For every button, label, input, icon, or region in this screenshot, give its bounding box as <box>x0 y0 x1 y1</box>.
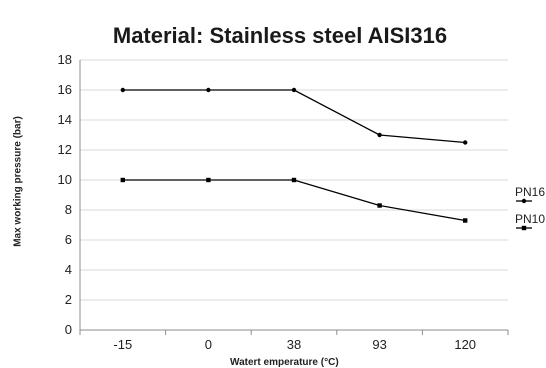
y-tick-label: 10 <box>58 172 72 187</box>
data-point-pn16 <box>120 87 126 93</box>
y-tick-label: 8 <box>65 202 72 217</box>
legend-marker-pn10 <box>521 225 527 231</box>
y-tick-label: 6 <box>65 232 72 247</box>
y-tick-label: 14 <box>58 112 72 127</box>
legend-label-pn16: PN16 <box>515 185 545 199</box>
data-point-pn10 <box>377 203 382 208</box>
x-axis-label: Watert emperature (°C) <box>230 357 339 368</box>
chart-title: Material: Stainless steel AISI316 <box>112 23 448 48</box>
data-point-pn16 <box>206 87 211 93</box>
legend-label-pn10: PN10 <box>515 212 545 226</box>
data-point-pn10 <box>291 177 297 183</box>
y-tick-label: 18 <box>58 52 72 67</box>
data-point-pn16 <box>377 132 382 138</box>
y-tick-label: 0 <box>65 322 72 337</box>
x-tick-label: 93 <box>372 337 386 352</box>
y-tick-label: 2 <box>65 292 72 307</box>
x-tick-label: 0 <box>205 337 212 352</box>
data-point-pn10 <box>206 177 211 183</box>
x-tick-label: 120 <box>454 337 476 352</box>
data-point-pn16 <box>463 140 468 145</box>
data-point-pn16 <box>291 87 297 93</box>
y-tick-label: 16 <box>58 82 72 97</box>
x-tick-label: 38 <box>287 337 301 352</box>
x-tick-label: -15 <box>113 337 132 352</box>
series-line-pn16 <box>122 89 466 144</box>
series-line-pn10 <box>122 179 466 222</box>
y-tick-label: 12 <box>58 142 72 157</box>
data-point-pn10 <box>120 177 125 183</box>
legend-marker-pn16 <box>521 198 527 204</box>
data-point-pn10 <box>463 218 468 223</box>
y-tick-label: 4 <box>65 262 72 277</box>
